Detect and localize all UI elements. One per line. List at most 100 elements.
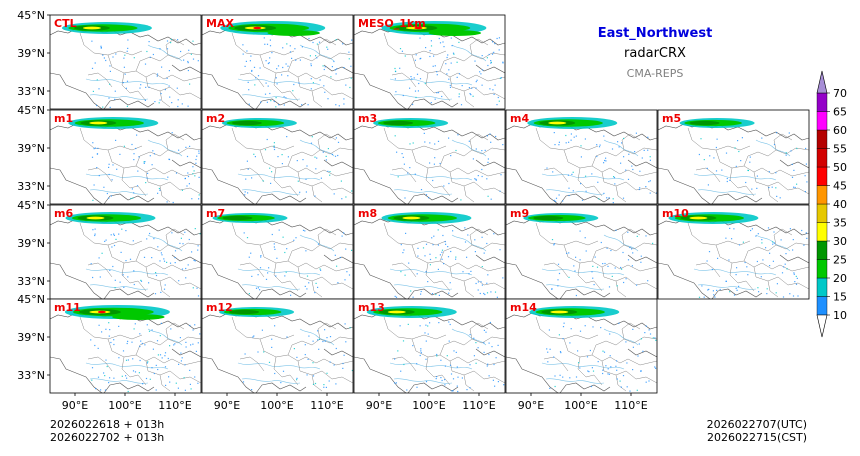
province-boundaries [383,127,505,203]
panel-frame [505,109,658,205]
panel-label: MESO_1km [358,17,426,30]
colorbar-label: 55 [833,143,847,156]
panel-label: m9 [510,207,529,220]
lon-tick-label: 110°E [462,399,495,412]
panel-label: m3 [358,112,377,125]
map-layer [202,21,353,109]
river-lines [85,328,183,384]
map-layer [354,118,505,204]
national-border [506,218,657,299]
panel-grid: CTL MAX MESO_1km m1 m2 m3 m4 m5 m6 m7 m8 m9 m10 m11 m1… [49,14,810,394]
river-lines [237,44,335,100]
province-boundaries [535,316,657,392]
map-layer [658,212,809,299]
lat-tick-label: 39°N [17,331,45,344]
panel-frame [353,298,506,394]
province-boundaries [79,222,201,298]
colorbar-segment [816,222,828,242]
province-boundaries [687,127,809,203]
colorbar-label: 45 [833,180,847,193]
river-lines [389,328,487,384]
forecast-panel: m10 [657,204,810,300]
map-layer [354,306,505,393]
radar-echo-band [61,22,152,34]
province-boundaries [79,316,201,392]
valid-time-cst: 2026022715(CST) [707,431,807,444]
colorbar-segment [816,111,828,131]
radar-echo-speckle [546,322,657,392]
colorbar-segment [816,92,828,112]
radar-echo-band [381,21,487,36]
panel-frame [49,109,202,205]
region-title: East_Northwest [598,26,713,41]
panel-label: CTL [54,17,77,30]
province-boundaries [383,222,505,298]
river-lines [541,328,639,384]
lat-tick-label: 33°N [17,85,45,98]
river-lines [85,44,183,100]
colorbar-label: 40 [833,198,847,211]
radar-echo-band [523,213,599,223]
init-time-line-2: 2026022702 + 013h [50,431,164,444]
lat-tick-label: 39°N [17,237,45,250]
lon-tick-label: 90°E [366,399,392,412]
forecast-panel: MAX [201,14,354,110]
forecast-panel: m1 [49,109,202,205]
province-boundaries [535,127,657,203]
colorbar-label: 10 [833,309,847,322]
radar-echo-band [527,117,618,129]
panel-frame [353,109,506,205]
radar-echo-band [68,117,159,129]
province-boundaries [383,32,505,108]
forecast-panel: m13 [353,298,506,394]
province-boundaries [535,222,657,298]
panel-label: m5 [662,112,681,125]
axes: 45°N 39°N 33°N 45°N 39°N 33°N 45°N 39°N 33°N 45°N… [17,9,648,412]
forecast-panel: MESO_1km [353,14,506,110]
province-boundaries [79,127,201,203]
radar-echo-speckle [551,229,654,297]
lat-tick-label: 33°N [17,275,45,288]
province-boundaries [231,127,353,203]
colorbar-extend-min [816,314,828,338]
radar-echo-band [668,212,759,224]
colorbar-segment [816,277,828,297]
river-lines [85,139,183,195]
lat-tick-label: 45°N [17,104,45,117]
river-lines [389,44,487,100]
river-lines [237,234,335,290]
forecast-panel: m4 [505,109,658,205]
province-boundaries [231,222,353,298]
radar-echo-band [529,306,620,318]
river-lines [85,234,183,290]
lon-tick-label: 90°E [62,399,88,412]
river-lines [541,234,639,290]
lon-tick-label: 100°E [260,399,293,412]
colorbar-segment [816,296,828,316]
lat-tick-label: 33°N [17,369,45,382]
national-border [658,218,809,299]
colorbar-segment [816,259,828,279]
forecast-panel: m5 [657,109,810,205]
lon-tick-label: 100°E [108,399,141,412]
colorbar-label: 60 [833,124,847,137]
panel-frame [201,109,354,205]
panel-frame [49,14,202,110]
radar-echo-speckle [546,132,657,204]
colorbar-label: 20 [833,272,847,285]
radar-echo-band [220,21,326,36]
colorbar: 10 15 20 25 30 35 40 45 50 55 60 65 70 [816,70,847,338]
forecast-panel: m14 [505,298,658,394]
panel-label: m10 [662,207,689,220]
colorbar-label: 30 [833,235,847,248]
forecast-panel: m2 [201,109,354,205]
panel-label: m1 [54,112,73,125]
lat-tick-label: 45°N [17,293,45,306]
lon-tick-label: 110°E [310,399,343,412]
lat-tick-label: 39°N [17,47,45,60]
panel-label: m7 [206,207,225,220]
river-lines [389,139,487,195]
radar-echo-speckle [90,322,201,393]
